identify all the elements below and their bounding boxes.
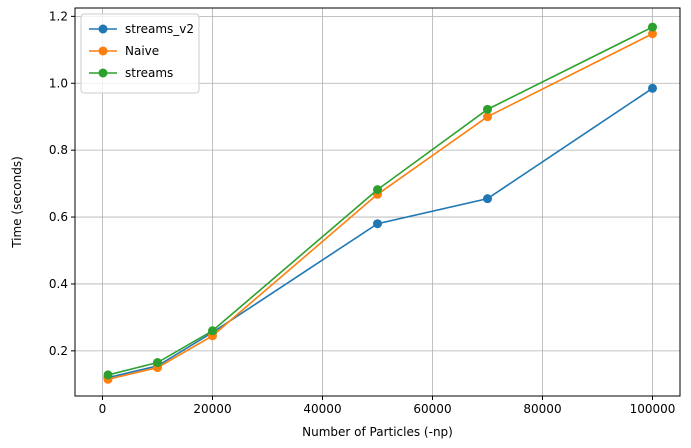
x-tick-label: 40000 bbox=[303, 402, 341, 416]
legend-label: streams_v2 bbox=[125, 22, 194, 36]
legend: streams_v2 Naive streams bbox=[80, 13, 200, 94]
series-line-streams-v2 bbox=[107, 87, 653, 379]
y-tick-label: 0.6 bbox=[49, 210, 68, 224]
data-point-streams bbox=[103, 370, 113, 380]
data-point-streams bbox=[153, 358, 162, 368]
y-tick-label: 0.4 bbox=[49, 277, 68, 291]
x-tick-label: 100000 bbox=[630, 402, 676, 416]
y-tick-label: 1.0 bbox=[49, 76, 68, 90]
y-axis-label: Time (seconds) bbox=[10, 156, 24, 249]
legend-label: streams bbox=[125, 66, 173, 80]
data-point-streams-v2 bbox=[483, 194, 492, 204]
series-line-naive bbox=[107, 33, 653, 381]
x-tick-label: 80000 bbox=[523, 402, 561, 416]
series-line-streams bbox=[107, 26, 653, 376]
x-tick-label: 0 bbox=[99, 402, 107, 416]
data-point-streams bbox=[373, 185, 382, 195]
data-point-streams-v2 bbox=[648, 83, 657, 93]
axis-ticks: 0 20000 40000 60000 80000 100000 0.2 0.4 0.6 0.8 1… bbox=[49, 9, 676, 416]
data-point-streams bbox=[208, 326, 217, 336]
data-point-naive bbox=[483, 112, 492, 122]
x-tick-label: 60000 bbox=[413, 402, 451, 416]
x-tick-label: 20000 bbox=[193, 402, 231, 416]
legend-swatch-marker bbox=[98, 68, 108, 78]
data-point-naive bbox=[648, 29, 657, 39]
legend-swatch-marker bbox=[98, 46, 108, 56]
series-group bbox=[103, 22, 657, 384]
legend-label: Naive bbox=[125, 44, 159, 58]
y-tick-label: 0.8 bbox=[49, 143, 68, 157]
legend-swatch-marker bbox=[98, 24, 108, 34]
x-axis-label: Number of Particles (-np) bbox=[302, 425, 453, 439]
data-point-streams bbox=[648, 22, 657, 32]
plot-frame bbox=[74, 7, 681, 397]
data-point-streams bbox=[483, 104, 492, 114]
y-tick-label: 0.2 bbox=[49, 344, 68, 358]
data-point-streams-v2 bbox=[373, 219, 382, 229]
y-tick-label: 1.2 bbox=[49, 9, 68, 23]
